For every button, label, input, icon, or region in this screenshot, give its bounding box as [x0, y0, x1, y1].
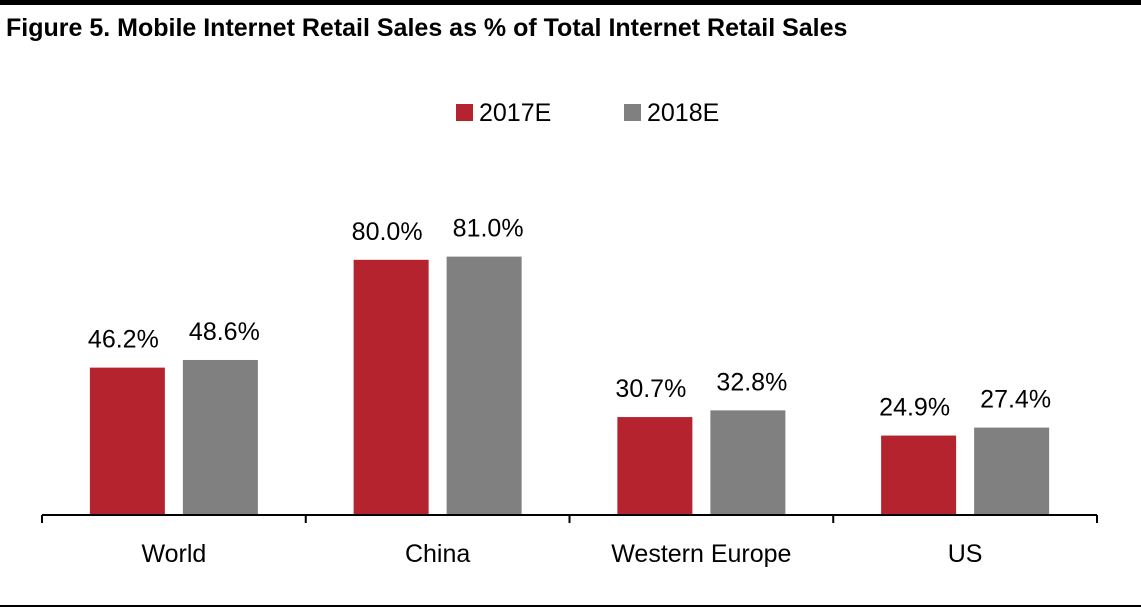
legend-swatch [456, 104, 473, 121]
bar-2018E-western-europe [710, 410, 786, 515]
value-label: 30.7% [615, 375, 686, 403]
category-label: US [948, 540, 983, 568]
bar-2017E-china [353, 259, 429, 515]
bar-2017E-world [89, 367, 165, 515]
value-label: 48.6% [189, 318, 260, 346]
bar-2018E-us [974, 427, 1050, 515]
legend-label: 2018E [647, 99, 719, 127]
category-label: China [405, 540, 470, 568]
value-label: 46.2% [88, 326, 159, 354]
bar-2017E-western-europe [617, 417, 693, 515]
bar-2018E-world [182, 359, 258, 515]
value-label: 81.0% [453, 215, 524, 243]
bar-2017E-us [881, 435, 957, 515]
category-label: World [141, 540, 206, 568]
legend-swatch [624, 104, 641, 121]
value-label: 27.4% [980, 386, 1051, 414]
chart-title: Figure 5. Mobile Internet Retail Sales a… [6, 14, 848, 42]
category-labels: World China Western Europe US [141, 540, 982, 568]
value-label: 80.0% [352, 218, 423, 246]
legend: 2017E 2018E [456, 99, 719, 127]
bar-2018E-china [446, 256, 522, 515]
value-labels: 46.2% 48.6% 80.0% 81.0% 30.7% 32.8% 24.9% 27.4% [88, 215, 1051, 422]
category-label: Western Europe [611, 540, 791, 568]
legend-label: 2017E [479, 99, 551, 127]
value-label: 32.8% [716, 368, 787, 396]
bottom-rule [0, 605, 1141, 607]
top-rule [0, 0, 1141, 5]
bars [89, 256, 1050, 515]
x-axis [41, 514, 1098, 523]
value-label: 24.9% [879, 394, 950, 422]
